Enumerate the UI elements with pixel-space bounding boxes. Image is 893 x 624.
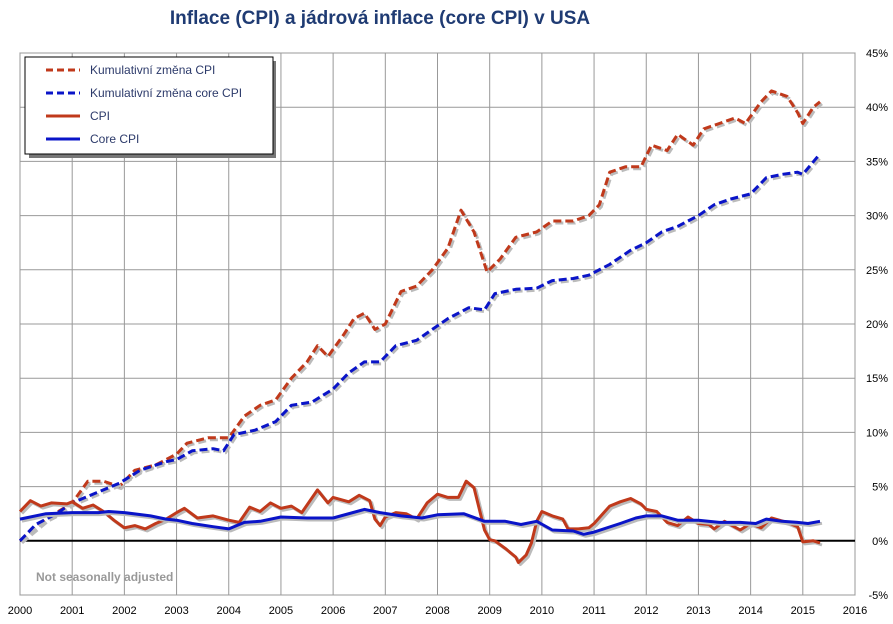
x-tick-label: 2000 — [8, 605, 32, 617]
series-shadow-kumulativn-zm-na-cpi — [21, 91, 823, 544]
series-shadow-cpi — [20, 481, 823, 566]
x-tick-label: 2015 — [791, 605, 815, 617]
y-tick-label: 10% — [866, 427, 888, 439]
x-tick-label: 2004 — [217, 605, 241, 617]
x-tick-label: 2003 — [164, 605, 188, 617]
x-tick-label: 2014 — [738, 605, 762, 617]
x-tick-label: 2012 — [634, 605, 658, 617]
y-tick-label: 45% — [866, 48, 888, 60]
annotation-note: Not seasonally adjusted — [36, 570, 173, 584]
series-line-kumulativn-zm-na-cpi — [19, 89, 821, 542]
x-tick-label: 2002 — [112, 605, 136, 617]
series-shadow-kumulativn-zm-na-core-cpi — [20, 154, 824, 544]
legend: Kumulativní změna CPI Kumulativní změna c… — [24, 56, 276, 158]
tick-labels: 2000 2001 2002 2003 2004 2005 2006 2007 2008 2009… — [8, 48, 888, 617]
legend-label: Kumulativní změna CPI — [90, 63, 215, 77]
y-tick-label: 30% — [866, 211, 888, 223]
y-tick-label: -5% — [868, 590, 888, 602]
x-tick-label: 2010 — [530, 605, 554, 617]
y-tick-label: 0% — [872, 536, 888, 548]
x-tick-label: 2007 — [373, 605, 397, 617]
legend-label: Core CPI — [90, 132, 139, 146]
x-tick-label: 2016 — [843, 605, 867, 617]
x-tick-label: 2008 — [425, 605, 449, 617]
x-tick-label: 2013 — [686, 605, 710, 617]
x-tick-label: 2005 — [269, 605, 293, 617]
y-tick-label: 5% — [872, 482, 888, 494]
x-tick-label: 2001 — [60, 605, 84, 617]
series-line-kumulativn-zm-na-core-cpi — [18, 152, 822, 542]
chart-title: Inflace (CPI) a jádrová inflace (core CP… — [169, 8, 591, 29]
legend-label: CPI — [90, 109, 110, 123]
y-tick-label: 35% — [866, 156, 888, 168]
series-line-core-cpi — [19, 507, 821, 536]
y-tick-label: 15% — [866, 373, 888, 385]
legend-label: Kumulativní změna core CPI — [90, 86, 242, 100]
y-tick-label: 40% — [866, 102, 888, 114]
x-tick-label: 2009 — [477, 605, 501, 617]
x-tick-label: 2011 — [582, 605, 606, 617]
x-tick-label: 2006 — [321, 605, 345, 617]
y-tick-label: 25% — [866, 265, 888, 277]
y-tick-label: 20% — [866, 319, 888, 331]
series-lines — [18, 89, 824, 566]
